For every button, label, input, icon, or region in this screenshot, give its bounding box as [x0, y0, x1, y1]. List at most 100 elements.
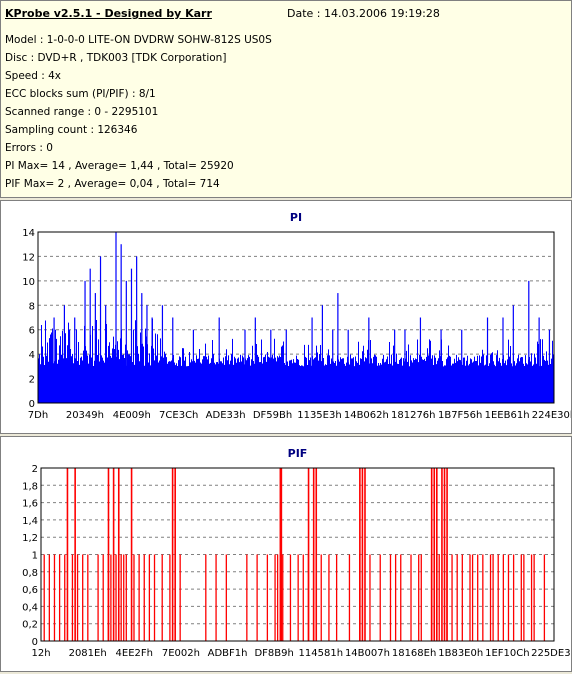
pif-x-tick-label: DF8B9h	[254, 648, 293, 659]
pif-bar	[143, 554, 145, 641]
pif-bar	[438, 554, 440, 641]
pif-bar	[64, 554, 66, 641]
pi-bar	[538, 317, 540, 403]
info-ecc: ECC blocks sum (PI/PIF) : 8/1	[5, 88, 156, 100]
pif-bar	[82, 554, 84, 641]
pif-x-tick-label: 18168Eh	[392, 648, 436, 659]
pif-bar	[148, 554, 151, 641]
pi-bar	[84, 280, 86, 403]
pif-bar	[320, 554, 322, 641]
pif-bar	[443, 468, 446, 641]
pif-bar	[282, 554, 284, 641]
info-speed: Speed : 4x	[5, 70, 62, 82]
pif-bar	[123, 554, 125, 641]
pi-bar	[419, 317, 422, 403]
pi-y-tick-label: 14	[22, 228, 35, 239]
pi-bar	[337, 293, 339, 403]
info-range: Scanned range : 0 - 2295101	[5, 106, 159, 118]
pif-bar	[274, 554, 276, 641]
pi-bar	[347, 329, 349, 403]
pi-bar	[548, 329, 551, 403]
pif-bar	[492, 554, 494, 641]
pif-bar	[43, 554, 45, 641]
pif-bar	[451, 554, 453, 641]
pif-bar	[246, 554, 248, 641]
pi-plot-border	[37, 231, 555, 404]
pif-x-tick-label: 114581h	[299, 648, 344, 659]
pif-bar	[289, 554, 292, 641]
pif-bar	[348, 554, 351, 641]
pif-bar	[389, 554, 392, 641]
pif-bar	[53, 554, 56, 641]
pi-bar	[74, 317, 76, 403]
pi-bar	[528, 280, 530, 403]
info-panel: KProbe v2.5.1 - Designed by Karr Date : …	[0, 0, 572, 198]
pif-bar	[520, 554, 522, 641]
pif-bar	[120, 554, 122, 641]
pif-bar	[71, 554, 74, 641]
pif-bar	[58, 554, 61, 641]
pi-bar	[270, 329, 272, 403]
pif-bar	[74, 468, 76, 641]
pi-title: PI	[290, 211, 302, 224]
pif-y-tick-label: 0	[32, 637, 38, 648]
pif-bar	[266, 554, 269, 641]
pif-bar	[523, 554, 525, 641]
pif-bar	[97, 554, 99, 641]
pif-bar	[312, 468, 315, 641]
pif-bar	[497, 554, 499, 641]
pif-x-tick-label: 14B007h	[345, 648, 390, 659]
pif-bar	[161, 554, 163, 641]
pif-bar	[482, 554, 484, 641]
pif-bar	[436, 468, 438, 641]
pi-x-tick-label: DF59Bh	[253, 410, 292, 421]
pi-x-tick-label: 181276h	[391, 410, 436, 421]
pi-bar	[321, 305, 323, 403]
pi-bar-area	[38, 318, 554, 403]
pi-x-tick-label: 224E30h	[532, 410, 571, 421]
pi-bar	[130, 268, 133, 403]
pif-bar	[215, 554, 217, 641]
pif-bar	[328, 554, 330, 641]
pif-x-tick-label: 225DE3h	[531, 648, 571, 659]
pif-bar	[125, 554, 127, 641]
pif-bar	[530, 554, 533, 641]
pi-y-tick-label: 0	[29, 399, 35, 410]
pif-bar	[102, 554, 104, 641]
pif-chart: PIF 0 0,2 0,4 0,6 0,8 1 1,2 1,4 1,6 1,8 2 12h 2081Eh 4…	[22, 447, 572, 659]
pif-y-tick-label: 1,4	[22, 516, 38, 527]
pif-bar	[279, 468, 282, 641]
pif-y-tick-label: 1,8	[22, 481, 38, 492]
pif-y-tick-label: 1	[32, 551, 38, 562]
pif-bar	[205, 554, 207, 641]
pi-bar	[311, 317, 313, 403]
pif-bar	[307, 468, 310, 641]
pi-chart: PI 0 2 4 6 8 10 12 14 7Dh 20349h 4E009h 7CE3Ch ADE33h…	[22, 211, 572, 421]
info-model: Model : 1-0-0-0 LITE-ON DVDRW SOHW-812S …	[5, 34, 272, 46]
pif-bar	[169, 554, 171, 641]
pif-bar	[400, 554, 402, 641]
pif-title: PIF	[288, 447, 308, 460]
pi-bar	[105, 305, 107, 403]
pi-bar	[172, 317, 174, 403]
pif-x-tick-label: 12h	[31, 648, 50, 659]
info-disc: Disc : DVD+R , TDK003 [TDK Corporation]	[5, 52, 227, 64]
pif-bar	[66, 468, 69, 641]
pif-x-tick-label: 7E002h	[162, 648, 200, 659]
pif-bar	[130, 468, 133, 641]
pi-y-tick-label: 8	[29, 301, 35, 312]
app-title: KProbe v2.5.1 - Designed by Karr	[5, 7, 212, 20]
pif-bar	[477, 554, 479, 641]
pi-bar	[120, 244, 122, 403]
pif-y-tick-label: 1,6	[22, 499, 38, 510]
pif-plot-border	[40, 467, 555, 642]
pif-bar	[456, 554, 458, 641]
pi-x-tick-label: 7Dh	[28, 410, 48, 421]
pif-bar	[469, 554, 471, 641]
pi-bar	[218, 317, 220, 403]
pi-bar	[125, 280, 127, 403]
pif-bar	[225, 554, 227, 641]
pif-bar	[276, 554, 279, 641]
pif-bar	[153, 554, 156, 641]
pif-bar	[179, 554, 181, 641]
